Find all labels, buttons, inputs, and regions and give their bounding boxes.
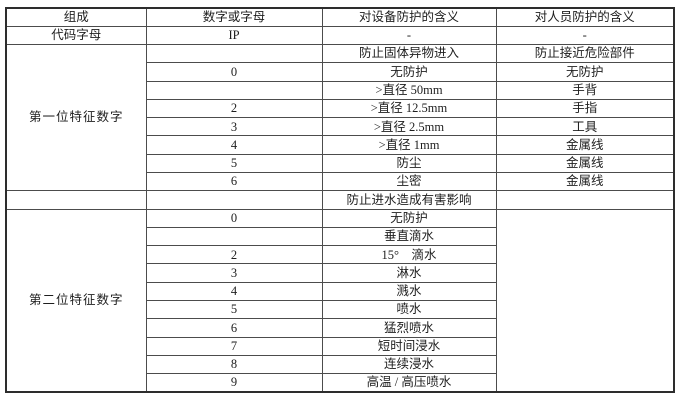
device-meaning-cell: >直径 12.5mm — [321, 98, 497, 119]
digit-cell: 4 — [145, 135, 323, 155]
digit-cell: 3 — [145, 117, 323, 137]
device-meaning-cell: 垂直滴水 — [321, 226, 497, 247]
table-row: 9 高温 / 高压喷水 — [6, 373, 674, 393]
person-meaning-cell: 手指 — [495, 98, 675, 119]
section2-label-cell: 第二位特征数字 — [5, 208, 147, 393]
digit-cell — [145, 226, 323, 247]
device-meaning-cell: 无防护 — [321, 208, 497, 228]
table-row: 8 连续浸水 — [6, 354, 674, 375]
table-row: 3 >直径 2.5mm 工具 — [6, 117, 675, 137]
section1-intro-row: 第一位特征数字 防止固体异物进入 防止接近危险部件 — [5, 44, 675, 192]
section2-device-intro-cell: 防止进水造成有害影响 — [321, 190, 497, 210]
person-meaning-cell: 工具 — [495, 117, 675, 137]
table-header-row: 组成 数字或字母 对设备防护的含义 对人员防护的含义 — [5, 7, 675, 27]
table-row: 7 短时间浸水 — [6, 336, 674, 356]
digit-cell: 8 — [145, 354, 323, 375]
digit-cell — [145, 44, 323, 64]
device-meaning-cell: >直径 50mm — [321, 80, 497, 100]
digit-cell — [145, 190, 323, 210]
digit-cell: 0 — [145, 62, 323, 82]
person-meaning-cell: 金属线 — [495, 153, 675, 174]
device-meaning-cell: 喷水 — [321, 299, 497, 320]
code-device-dash-cell: - — [321, 25, 497, 46]
code-letter-row: 代码字母 IP - - — [5, 25, 675, 46]
digit-cell: 9 — [145, 373, 323, 393]
digit-cell: 2 — [145, 98, 323, 119]
table-row: 2 >直径 12.5mm 手指 — [6, 98, 675, 119]
code-letter-value-cell: IP — [145, 25, 323, 46]
device-meaning-cell: >直径 2.5mm — [321, 117, 497, 137]
section1-device-intro-cell: 防止固体异物进入 — [321, 44, 497, 64]
section1-label-cell: 第一位特征数字 — [5, 44, 147, 192]
table-row: 5 防尘 金属线 — [6, 153, 675, 174]
device-meaning-cell: 无防护 — [321, 62, 497, 82]
ip-rating-table: 组成 数字或字母 对设备防护的含义 对人员防护的含义 代码字母 IP - - 第… — [5, 7, 675, 393]
device-meaning-cell: 防尘 — [321, 153, 497, 174]
device-meaning-cell: 尘密 — [321, 172, 497, 192]
person-meaning-cell: 无防护 — [495, 62, 675, 82]
section2-person-empty-cell — [495, 208, 675, 393]
table-row: 4 溅水 — [6, 281, 674, 302]
digit-cell: 2 — [145, 245, 323, 265]
person-meaning-cell: 金属线 — [495, 135, 675, 155]
table-row: 第二位特征数字 0 无防护 — [5, 208, 675, 393]
empty-composition-cell — [5, 190, 147, 210]
table-row: 5 喷水 — [6, 299, 674, 320]
table-row: 6 猛烈喷水 — [6, 318, 674, 338]
device-meaning-cell: >直径 1mm — [321, 135, 497, 155]
device-meaning-cell: 连续浸水 — [321, 354, 497, 375]
section1-person-intro-cell: 防止接近危险部件 — [495, 44, 675, 64]
table-row: 4 >直径 1mm 金属线 — [6, 135, 675, 155]
digit-cell: 7 — [145, 336, 323, 356]
person-meaning-cell: 手背 — [495, 80, 675, 100]
digit-cell: 0 — [145, 208, 323, 228]
person-meaning-cell: 金属线 — [495, 172, 675, 192]
digit-cell: 6 — [145, 318, 323, 338]
table-row: 2 15° 滴水 — [6, 245, 674, 265]
device-meaning-cell: 溅水 — [321, 281, 497, 302]
device-meaning-cell: 短时间浸水 — [321, 336, 497, 356]
code-person-dash-cell: - — [495, 25, 675, 46]
table-row: 6 尘密 金属线 — [6, 172, 675, 192]
section2-intro-row: 防止进水造成有害影响 — [5, 190, 675, 210]
device-meaning-cell: 15° 滴水 — [321, 245, 497, 265]
digit-cell: 5 — [145, 153, 323, 174]
header-cell-composition: 组成 — [5, 7, 147, 27]
device-meaning-cell: 猛烈喷水 — [321, 318, 497, 338]
code-letter-label-cell: 代码字母 — [5, 25, 147, 46]
digit-cell: 5 — [145, 299, 323, 320]
header-cell-digit-or-letter: 数字或字母 — [145, 7, 323, 27]
digit-cell: 3 — [145, 263, 323, 283]
device-meaning-cell: 高温 / 高压喷水 — [321, 373, 497, 393]
header-cell-device-protection: 对设备防护的含义 — [321, 7, 497, 27]
header-cell-person-protection: 对人员防护的含义 — [495, 7, 675, 27]
digit-cell: 4 — [145, 281, 323, 302]
digit-cell — [145, 80, 323, 100]
table-row: 0 无防护 无防护 — [6, 62, 675, 82]
section2-person-intro-cell — [495, 190, 675, 210]
digit-cell: 6 — [145, 172, 323, 192]
device-meaning-cell: 淋水 — [321, 263, 497, 283]
